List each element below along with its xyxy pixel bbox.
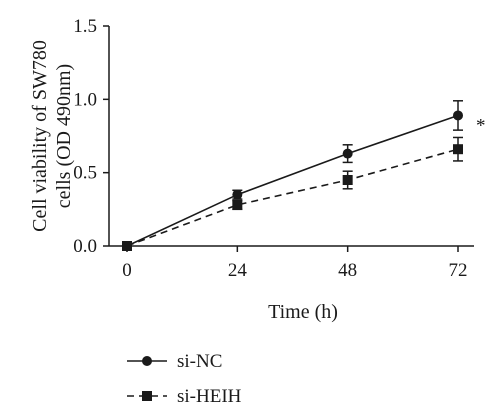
series-line	[126, 148, 459, 247]
x-tick-label: 0	[122, 260, 132, 281]
annotation-layer: *	[476, 116, 486, 137]
y-tick-label: 0.5	[73, 163, 97, 184]
data-point	[342, 175, 353, 185]
y-tick-label: 1.5	[73, 16, 97, 37]
data-point	[232, 199, 243, 210]
data-point	[122, 241, 132, 251]
x-tick-label: 72	[449, 260, 468, 281]
series-line	[126, 114, 459, 247]
tick-labels: 0.0 0.5 1.0 1.5 0 24 48 72	[73, 16, 467, 281]
legend-item: si-HEIH	[127, 386, 242, 407]
legend-label: si-NC	[177, 351, 222, 372]
legend-swatch-marker	[142, 356, 152, 366]
y-tick-label: 0.0	[73, 236, 97, 257]
series-layer	[122, 100, 463, 251]
y-tick-label: 1.0	[73, 89, 97, 110]
data-point	[232, 189, 243, 200]
data-point	[453, 144, 463, 155]
series-si-heih	[122, 136, 463, 251]
x-axis-title: Time (h)	[268, 301, 338, 323]
legend-item: si-NC	[127, 351, 222, 372]
y-axis-title: Cell viability of SW780 cells (OD 490nm)	[29, 40, 75, 232]
ticks	[103, 25, 459, 252]
y-axis-title-line-2: cells (OD 490nm)	[53, 64, 75, 208]
y-axis-title-line-1: Cell viability of SW780	[29, 40, 51, 232]
data-point	[453, 110, 463, 121]
legend-swatch-marker	[142, 391, 152, 401]
significance-marker: *	[476, 116, 486, 137]
legend-label: si-HEIH	[177, 386, 242, 407]
data-point	[342, 148, 353, 159]
x-tick-label: 24	[228, 260, 248, 281]
x-tick-label: 48	[338, 260, 357, 281]
axes	[108, 26, 474, 247]
series-si-nc	[122, 100, 463, 251]
legend: si-NC si-HEIH	[127, 351, 242, 407]
